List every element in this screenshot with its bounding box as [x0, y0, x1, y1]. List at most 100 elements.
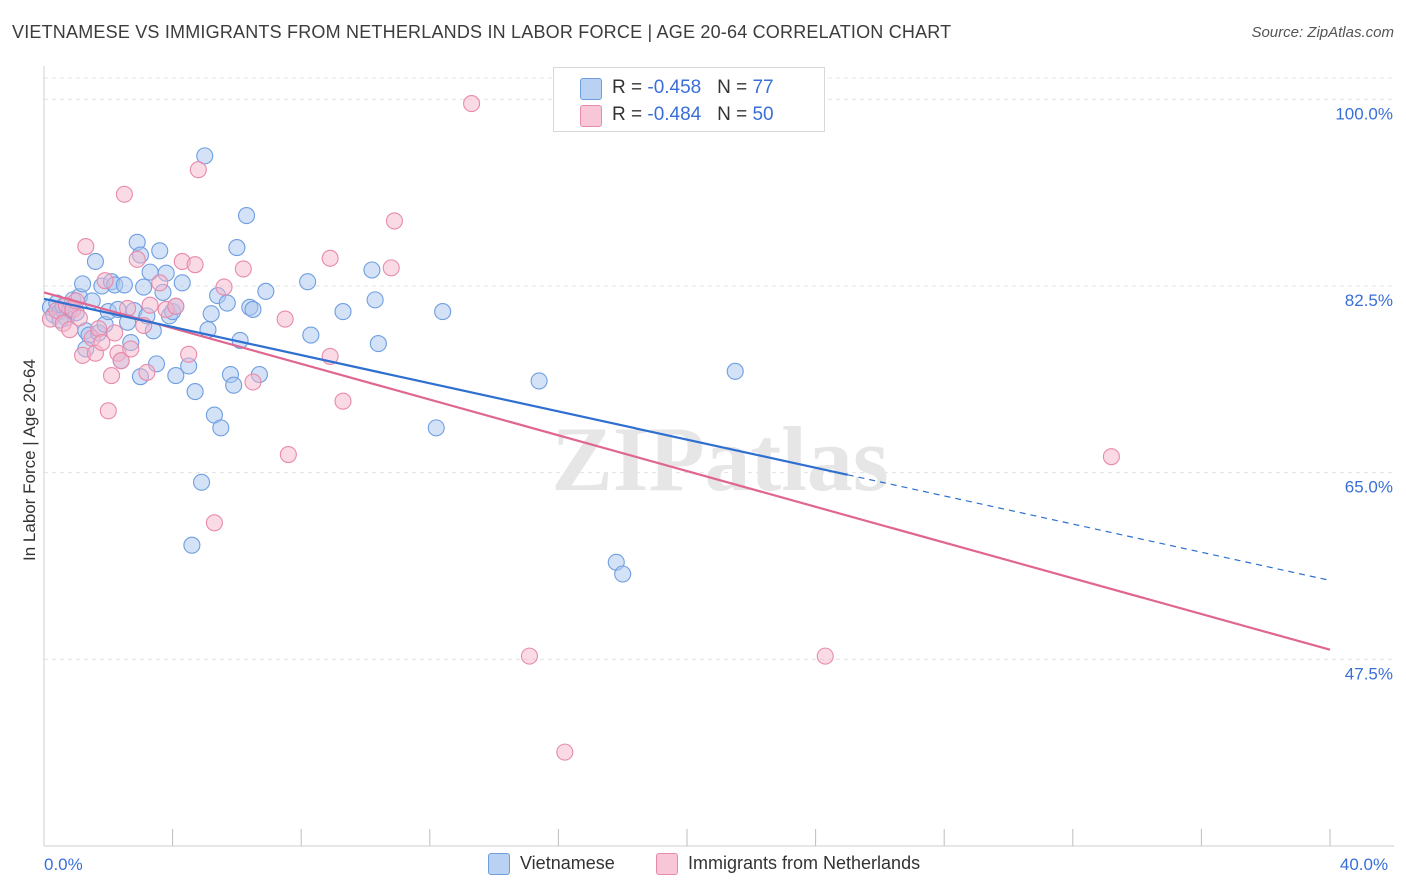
point-vietnamese — [257, 282, 275, 300]
legend-stats-netherlands: R = -0.484 N = 50 — [612, 104, 774, 126]
point-vietnamese — [299, 273, 317, 291]
axis-layer — [43, 66, 1394, 847]
y-tick-label: 100.0% — [1335, 104, 1393, 123]
point-vietnamese — [228, 239, 246, 257]
point-netherlands — [151, 274, 169, 292]
point-netherlands — [106, 324, 124, 342]
point-netherlands — [520, 647, 539, 665]
point-vietnamese — [173, 274, 191, 292]
point-vietnamese — [202, 305, 220, 323]
point-netherlands — [215, 278, 233, 296]
grid-layer — [44, 77, 1394, 660]
point-vietnamese — [726, 362, 744, 380]
point-netherlands — [189, 161, 207, 179]
r-value: -0.458 — [647, 77, 702, 98]
point-vietnamese — [135, 278, 153, 296]
n-value: 77 — [752, 77, 774, 98]
point-netherlands — [816, 647, 834, 665]
point-vietnamese — [218, 294, 236, 312]
r-label: R = — [612, 104, 648, 125]
point-netherlands — [276, 310, 294, 328]
point-netherlands — [186, 256, 204, 274]
trendline-vietnamese-extension — [847, 474, 1331, 581]
r-value: -0.484 — [647, 104, 702, 125]
point-vietnamese — [151, 242, 169, 260]
n-label: N = — [717, 104, 753, 125]
point-vietnamese — [115, 276, 133, 294]
point-vietnamese — [302, 326, 320, 344]
point-netherlands — [115, 185, 133, 203]
point-vietnamese — [614, 565, 632, 583]
point-vietnamese — [167, 367, 185, 385]
point-netherlands — [382, 259, 400, 277]
y-tick-label: 47.5% — [1345, 664, 1393, 683]
point-netherlands — [90, 320, 108, 338]
point-vietnamese — [183, 536, 201, 554]
point-vietnamese — [225, 376, 243, 394]
point-netherlands — [463, 95, 481, 113]
point-vietnamese — [192, 473, 211, 491]
legend-label-vietnamese: Vietnamese — [520, 853, 615, 873]
point-vietnamese — [334, 303, 352, 321]
point-netherlands — [234, 260, 252, 278]
point-netherlands — [244, 373, 262, 391]
point-vietnamese — [237, 207, 256, 225]
n-label: N = — [717, 77, 753, 98]
point-vietnamese — [366, 291, 384, 309]
legend-stats-vietnamese: R = -0.458 N = 77 — [612, 77, 774, 99]
legend-label-netherlands: Immigrants from Netherlands — [688, 853, 921, 873]
chart-title: VIETNAMESE VS IMMIGRANTS FROM NETHERLAND… — [12, 22, 952, 42]
point-vietnamese — [212, 419, 230, 437]
point-netherlands — [93, 333, 111, 352]
legend-swatch-pink — [580, 105, 602, 127]
point-vietnamese — [186, 383, 204, 401]
legend-swatch-blue — [488, 853, 510, 875]
trendline-netherlands — [43, 291, 1331, 651]
x-tick-label: 0.0% — [44, 855, 83, 874]
point-vietnamese — [530, 372, 548, 390]
point-netherlands — [128, 250, 146, 268]
x-tick-label: 40.0% — [1340, 855, 1388, 874]
point-netherlands — [321, 249, 339, 267]
point-netherlands — [102, 367, 121, 385]
r-label: R = — [612, 77, 648, 98]
series-legend: Vietnamese Immigrants from Netherlands — [0, 852, 1406, 878]
trend-layer — [43, 291, 1331, 651]
trendline-vietnamese — [43, 297, 848, 476]
point-netherlands — [96, 272, 114, 290]
point-netherlands — [205, 514, 223, 532]
tick-label-layer: 100.0% 82.5% 65.0% 47.5% 0.0% 40.0% — [44, 104, 1393, 874]
point-netherlands — [279, 445, 297, 464]
point-vietnamese — [369, 335, 387, 353]
legend-swatch-pink — [656, 853, 678, 875]
n-value: 50 — [752, 104, 774, 125]
point-netherlands — [61, 321, 79, 339]
point-netherlands — [99, 402, 117, 420]
point-netherlands — [1102, 448, 1120, 466]
points-layer — [41, 95, 1120, 761]
point-netherlands — [112, 352, 130, 370]
point-netherlands — [385, 212, 403, 230]
point-vietnamese — [86, 252, 104, 271]
point-netherlands — [138, 363, 156, 381]
point-netherlands — [167, 297, 185, 315]
point-netherlands — [77, 237, 95, 256]
watermark: ZIPatlas — [551, 408, 888, 510]
point-netherlands — [180, 345, 198, 363]
correlation-legend: R = -0.458 N = 77 R = -0.484 N = 50 — [553, 67, 825, 132]
point-vietnamese — [244, 300, 262, 319]
point-vietnamese — [434, 303, 452, 321]
y-tick-label: 82.5% — [1345, 291, 1393, 310]
point-vietnamese — [427, 419, 445, 437]
y-tick-label: 65.0% — [1345, 478, 1393, 497]
point-netherlands — [70, 309, 88, 327]
point-vietnamese — [363, 261, 381, 279]
point-vietnamese — [74, 275, 92, 293]
chart-source: Source: ZipAtlas.com — [1251, 24, 1394, 41]
point-netherlands — [141, 296, 159, 314]
point-vietnamese — [196, 147, 214, 165]
point-netherlands — [556, 743, 574, 761]
point-netherlands — [334, 392, 352, 410]
legend-swatch-blue — [580, 78, 602, 100]
